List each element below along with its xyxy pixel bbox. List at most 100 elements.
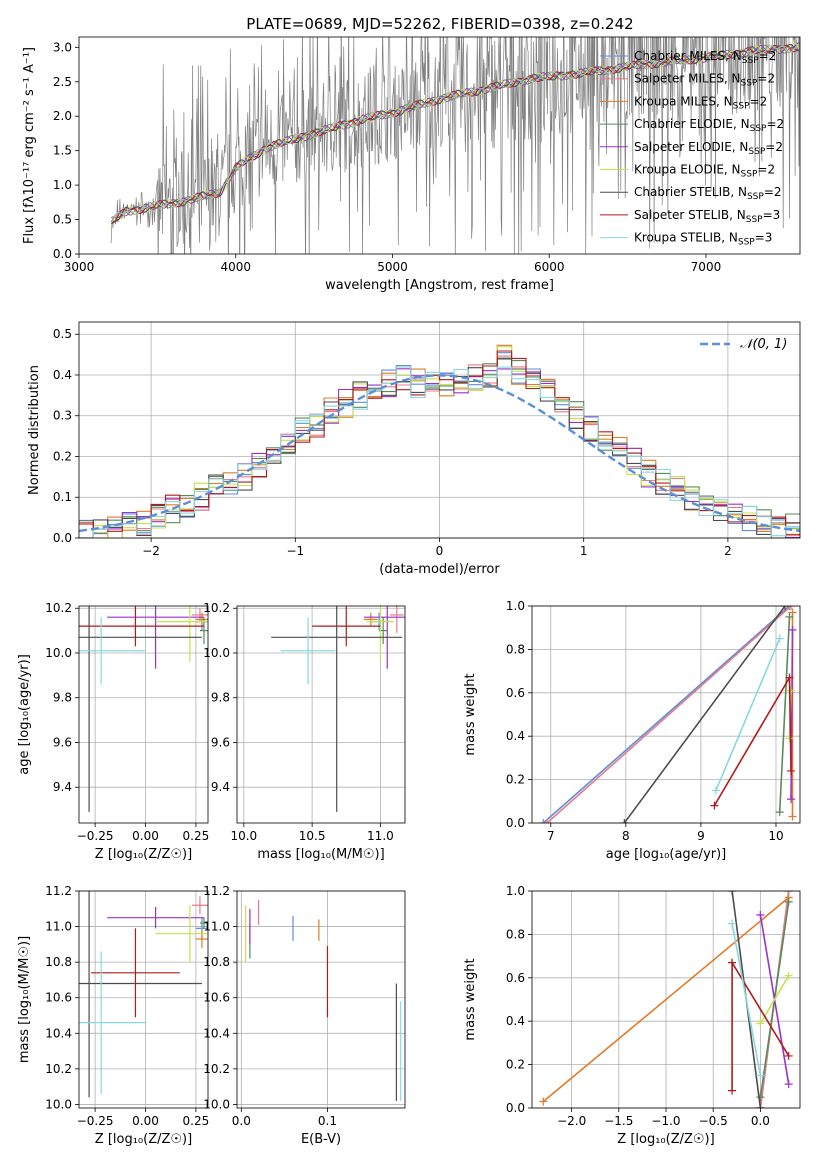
weight-marker [784, 897, 793, 906]
y-tick-label: 10.2 [45, 1062, 72, 1076]
panel-weight-vs-age: 7 8 9 10 0.0 0.2 0.4 0.6 0.8 1.0 age [log₁₀(age/yr… [463, 599, 801, 862]
x-tick-label: −1.5 [604, 1114, 633, 1128]
weight-marker [620, 819, 629, 823]
residual-histogram [79, 366, 800, 538]
weight-marker [710, 801, 719, 810]
residual-histogram [79, 346, 800, 538]
x-axis-label: (data-model)/error [379, 562, 500, 577]
axes-frame [78, 890, 209, 1109]
grid [79, 322, 800, 539]
weight-line [713, 674, 792, 807]
y-tick-label: 9.4 [53, 780, 72, 794]
y-tick-label: 10.0 [203, 646, 230, 660]
x-tick-label: 3000 [64, 260, 95, 274]
y-tick-label: 1.0 [53, 178, 72, 192]
axes-frame [78, 321, 801, 539]
x-axis-label: mass [log₁₀(M/M☉)] [257, 847, 384, 862]
weight-marker [785, 612, 794, 621]
x-tick-label: 4000 [220, 260, 251, 274]
weight-line [542, 896, 790, 1103]
x-axis-label: Z [log₁₀(Z/Z☉)] [95, 847, 192, 862]
y-tick-label: 10.6 [203, 991, 230, 1005]
x-axis-label: E(B-V) [301, 1132, 341, 1147]
y-axis-label: Flux [fλ10⁻¹⁷ erg cm⁻² s⁻¹ A⁻¹] [22, 47, 37, 244]
y-tick-label: 2.5 [53, 75, 72, 89]
y-tick-label: 0.3 [53, 409, 72, 423]
y-tick-label: 0.6 [506, 971, 525, 985]
weight-marker [539, 1097, 548, 1106]
legend-label: Chabrier MILES, NSSP=2 [634, 49, 776, 66]
panel-spectrum: 3000 4000 5000 6000 7000 0.0 0.5 1.0 1.5 2.0 2.5 3.… [22, 36, 801, 293]
model-spectrum [111, 44, 800, 225]
y-tick-label: 0.0 [53, 531, 72, 545]
weight-marker [728, 919, 737, 928]
weight-marker [788, 608, 797, 617]
weight-marker [756, 910, 765, 919]
plot-area [79, 606, 208, 812]
weight-marker [786, 766, 795, 775]
y-tick-label: 10.8 [203, 955, 230, 969]
weight-marker [788, 625, 797, 634]
weight-marker [785, 673, 794, 682]
y-tick-label: 0.5 [53, 327, 72, 341]
axes-frame [531, 605, 801, 824]
weight-marker [711, 786, 720, 795]
weight-marker [539, 819, 548, 823]
y-tick-label: 11.0 [203, 920, 230, 934]
y-axis-label: mass weight [463, 673, 478, 755]
weight-marker [728, 891, 737, 895]
y-tick-label: 0.2 [506, 1058, 525, 1072]
y-tick-label: 10.0 [45, 646, 72, 660]
y-tick-label: 0.8 [506, 927, 525, 941]
weight-marker [784, 971, 793, 980]
y-tick-label: 10.2 [203, 1062, 230, 1076]
x-tick-label: −0.5 [699, 1114, 728, 1128]
axes-frame [236, 605, 406, 824]
weight-marker [756, 1019, 765, 1028]
grid [79, 606, 208, 823]
weight-marker [756, 1071, 765, 1080]
y-axis-label: Normed distribution [27, 365, 42, 495]
y-tick-label: 0.4 [506, 729, 525, 743]
weight-marker [788, 812, 797, 821]
weight-marker [775, 634, 784, 643]
x-tick-label: −0.25 [77, 1114, 114, 1128]
observed-spectrum [110, 37, 800, 254]
model-spectrum [110, 44, 800, 224]
panel-weight-vs-Z: −2.0 −1.5 −1.0 −0.5 0.0 0.0 0.2 0.4 0.6 0.8 1.0 Z [… [463, 884, 801, 1147]
x-tick-label: −2.0 [557, 1114, 586, 1128]
y-tick-label: 10.6 [45, 991, 72, 1005]
weight-marker [786, 686, 795, 695]
x-tick-label: −2 [142, 544, 160, 558]
weight-marker [784, 1080, 793, 1089]
axes-frame [236, 890, 406, 1109]
plot-area [539, 606, 797, 823]
y-tick-label: 0.5 [53, 213, 72, 227]
x-tick-label: 0 [436, 544, 444, 558]
weight-marker [543, 819, 552, 823]
y-tick-label: 3.0 [53, 40, 72, 54]
axes-frame [531, 890, 801, 1109]
x-tick-label: 0.00 [132, 1114, 159, 1128]
figure-title: PLATE=0689, MJD=52262, FIBERID=0398, z=0… [246, 15, 633, 33]
y-tick-label: 0.2 [506, 773, 525, 787]
plot-area [110, 37, 800, 254]
gaussian-curve [79, 374, 800, 533]
y-axis-label: mass weight [463, 958, 478, 1040]
x-tick-label: 9 [697, 829, 705, 843]
weight-marker [775, 808, 784, 817]
plot-area [271, 606, 405, 812]
legend-label: Kroupa STELIB, NSSP=3 [634, 231, 772, 248]
panel-age-vs-Z: −0.25 0.00 0.25 9.4 9.6 9.8 10.0 10.2 Z [log₁₀(Z… [17, 601, 209, 862]
y-axis-label: age [log₁₀(age/yr)] [17, 654, 32, 775]
legend-label: Chabrier ELODIE, NSSP=2 [634, 117, 784, 134]
y-tick-label: 10.2 [45, 601, 72, 615]
y-tick-label: 9.8 [53, 691, 72, 705]
x-axis-label: age [log₁₀(age/yr)] [606, 847, 727, 862]
x-tick-label: 8 [622, 829, 630, 843]
y-tick-label: 1.0 [506, 599, 525, 613]
y-tick-label: 10.8 [45, 955, 72, 969]
x-tick-label: 0.00 [132, 829, 159, 843]
y-tick-label: 10.0 [203, 1097, 230, 1111]
y-tick-label: 9.8 [211, 691, 230, 705]
